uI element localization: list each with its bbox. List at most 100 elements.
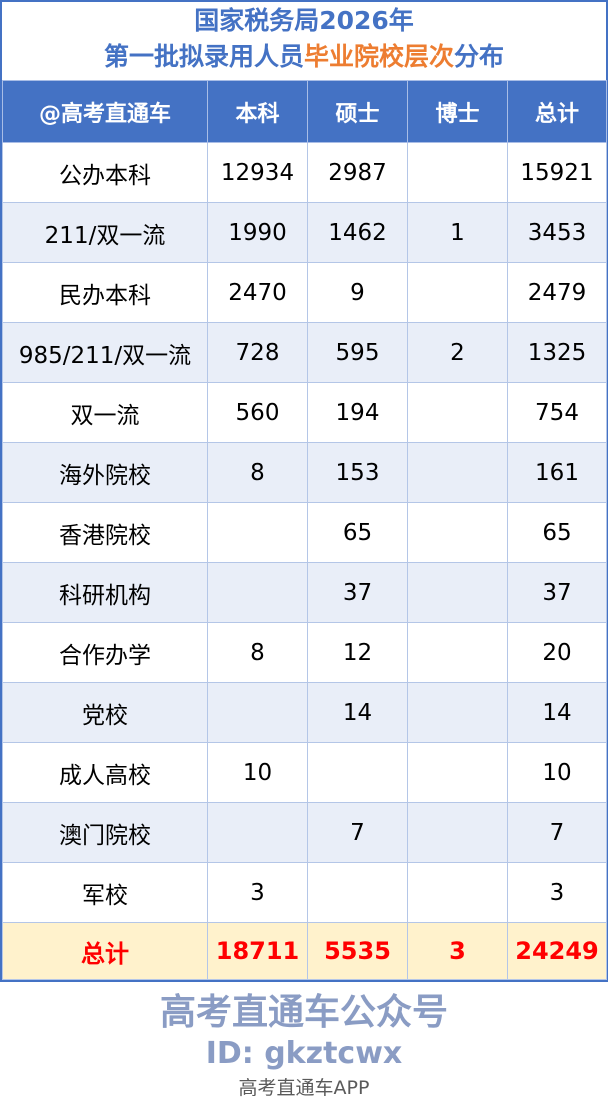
column-header: 硕士 — [307, 80, 408, 143]
table-cell: 1 — [407, 202, 508, 263]
total-cell: 18711 — [207, 922, 308, 980]
table-cell — [307, 742, 408, 803]
table-cell: 1325 — [507, 322, 607, 383]
table-row: 科研机构 37 37 — [2, 562, 607, 623]
table-cell — [207, 802, 308, 863]
table-cell — [407, 622, 508, 683]
table-cell: 728 — [207, 322, 308, 383]
table-cell: 754 — [507, 382, 607, 443]
table-row: 党校 14 14 — [2, 682, 607, 743]
table-cell — [207, 682, 308, 743]
table-row: 军校 3 3 — [2, 862, 607, 923]
row-label: 香港院校 — [2, 502, 208, 563]
row-label: 双一流 — [2, 382, 208, 443]
table-cell: 65 — [307, 502, 408, 563]
row-label: 211/双一流 — [2, 202, 208, 263]
table-cell: 153 — [307, 442, 408, 503]
total-cell: 5535 — [307, 922, 408, 980]
table-frame — [0, 0, 608, 982]
table-row: 民办本科 2470 9 2479 — [2, 262, 607, 323]
watermark-strip: 高考直通车公众号 ID: gkztcwx 高考直通车APP — [0, 984, 608, 1110]
table-row: 211/双一流 1990 1462 1 3453 — [2, 202, 607, 263]
watermark-id: ID: gkztcwx — [205, 1036, 403, 1071]
table-cell — [307, 862, 408, 923]
table-cell: 1462 — [307, 202, 408, 263]
table-cell: 14 — [507, 682, 607, 743]
table-cell: 3 — [207, 862, 308, 923]
table-header-row: @高考直通车 本科 硕士 博士 总计 — [2, 80, 607, 143]
table-row: 双一流 560 194 754 — [2, 382, 607, 443]
row-label: 海外院校 — [2, 442, 208, 503]
table-cell: 9 — [307, 262, 408, 323]
table-cell — [407, 802, 508, 863]
table-cell: 14 — [307, 682, 408, 743]
row-label: 民办本科 — [2, 262, 208, 323]
table-cell: 3 — [507, 862, 607, 923]
column-header: 本科 — [207, 80, 308, 143]
table-row: 公办本科 12934 2987 15921 — [2, 142, 607, 203]
row-label: 成人高校 — [2, 742, 208, 803]
table-cell: 8 — [207, 442, 308, 503]
column-header: @高考直通车 — [2, 80, 208, 143]
table-cell: 194 — [307, 382, 408, 443]
table-cell: 2470 — [207, 262, 308, 323]
row-label: 军校 — [2, 862, 208, 923]
table-cell — [407, 562, 508, 623]
total-row: 总计 18711 5535 3 24249 — [2, 922, 607, 980]
row-label: 党校 — [2, 682, 208, 743]
table-cell — [407, 682, 508, 743]
title-highlight: 毕业院校层次 — [303, 42, 454, 71]
table-cell: 2479 — [507, 262, 607, 323]
table-cell: 560 — [207, 382, 308, 443]
table-cell — [407, 862, 508, 923]
table-row: 香港院校 65 65 — [2, 502, 607, 563]
table-cell — [407, 742, 508, 803]
table-cell: 37 — [507, 562, 607, 623]
table-row: 澳门院校 7 7 — [2, 802, 607, 863]
table-cell: 10 — [207, 742, 308, 803]
total-cell: 24249 — [507, 922, 607, 980]
table-cell: 65 — [507, 502, 607, 563]
title-line-2: 第一批拟录用人员毕业院校层次分布 — [0, 39, 608, 75]
row-label: 合作办学 — [2, 622, 208, 683]
table-cell: 161 — [507, 442, 607, 503]
table-cell — [207, 502, 308, 563]
title-prefix: 第一批拟录用人员 — [103, 42, 304, 71]
table-row: 海外院校 8 153 161 — [2, 442, 607, 503]
table-cell: 12934 — [207, 142, 308, 203]
total-cell: 3 — [407, 922, 508, 980]
total-label: 总计 — [2, 922, 208, 980]
table-cell: 10 — [507, 742, 607, 803]
table-cell: 12 — [307, 622, 408, 683]
distribution-table: @高考直通车 本科 硕士 博士 总计 公办本科 12934 2987 15921 211/双一流… — [2, 80, 607, 980]
watermark-text: 高考直通车公众号 — [159, 992, 448, 1033]
title-line-1: 国家税务局2026年 — [194, 6, 414, 35]
table-cell: 2 — [407, 322, 508, 383]
table-cell — [407, 142, 508, 203]
table-cell: 3453 — [507, 202, 607, 263]
title-suffix: 分布 — [454, 42, 505, 71]
table-row: 合作办学 8 12 20 — [2, 622, 607, 683]
column-header: 总计 — [507, 80, 607, 143]
table-row: 985/211/双一流 728 595 2 1325 — [2, 322, 607, 383]
row-label: 澳门院校 — [2, 802, 208, 863]
table-row: 成人高校 10 10 — [2, 742, 607, 803]
table-cell: 595 — [307, 322, 408, 383]
row-label: 985/211/双一流 — [2, 322, 208, 383]
page-title: 国家税务局2026年 第一批拟录用人员毕业院校层次分布 — [0, 0, 608, 80]
table-cell: 8 — [207, 622, 308, 683]
table-cell: 37 — [307, 562, 408, 623]
row-label: 科研机构 — [2, 562, 208, 623]
table-cell — [407, 382, 508, 443]
table-cell — [407, 502, 508, 563]
row-label: 公办本科 — [2, 142, 208, 203]
table-cell — [407, 262, 508, 323]
table-cell: 2987 — [307, 142, 408, 203]
column-header: 博士 — [407, 80, 508, 143]
watermark-app: 高考直通车APP — [238, 1076, 370, 1099]
table-cell: 1990 — [207, 202, 308, 263]
table-cell: 7 — [507, 802, 607, 863]
table-cell: 20 — [507, 622, 607, 683]
table-cell: 15921 — [507, 142, 607, 203]
table-cell: 7 — [307, 802, 408, 863]
